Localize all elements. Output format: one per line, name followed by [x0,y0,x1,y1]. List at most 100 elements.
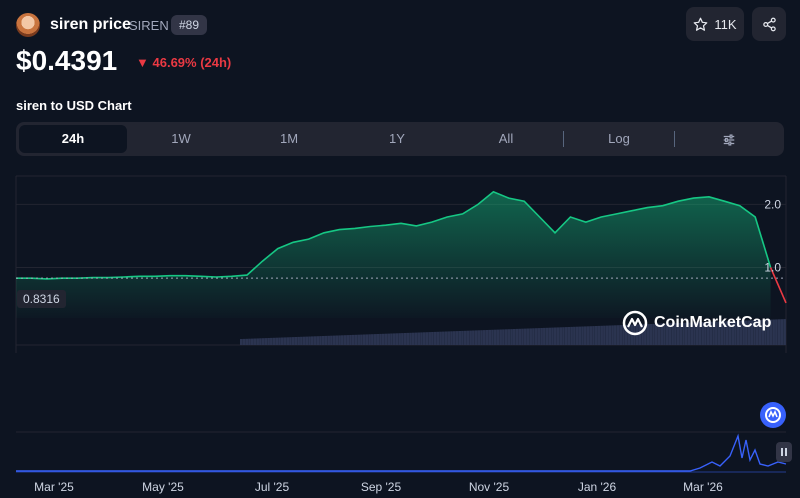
navigator-tick-label: Nov '25 [469,480,510,494]
chart-title: siren to USD Chart [16,98,132,113]
volume-bar [638,324,642,345]
tab-all[interactable]: All [498,131,514,146]
volume-bar [715,321,718,345]
chart-settings-button[interactable] [676,125,781,153]
volume-bar [431,332,434,345]
volume-bar [439,331,442,345]
tab-1y[interactable]: 1Y [389,131,405,146]
volume-bar [461,330,464,345]
volume-bar [321,336,325,345]
volume-bar [654,323,658,345]
volume-bar [338,335,341,345]
volume-bar [567,327,571,345]
volume-bar [474,330,478,345]
volume-bar [750,320,754,345]
volume-bar [403,333,407,345]
volume-bar [523,328,527,345]
tab-log[interactable]: Log [608,131,630,146]
volume-bar [351,334,355,345]
volume-bar [701,322,704,345]
volume-bar [469,330,472,345]
volume-bar [687,322,691,345]
price-value: $0.4391 [16,45,118,76]
volume-bar [502,329,505,345]
price-chart[interactable]: 6:00 PM9:00 PM17 Apr3:00 AM6:00 AM9:00 A… [0,168,800,378]
chart-nav-handle[interactable] [760,402,786,428]
volume-bar [341,335,344,345]
volume-bar [414,332,418,345]
volume-bar [406,332,410,345]
volume-bar [349,335,352,345]
pause-button[interactable] [776,442,792,462]
volume-bar [720,321,724,345]
volume-bar [289,337,292,345]
volume-bar [578,326,582,345]
volume-bar [679,322,683,345]
volume-bar [772,319,775,345]
volume-bar [384,333,388,345]
volume-bar [761,319,765,345]
volume-bar [401,333,404,345]
tab-24h[interactable]: 24h [19,125,127,153]
volume-bar [534,328,538,345]
volume-bar [354,334,358,345]
volume-bar [398,333,401,345]
volume-bar [272,337,276,345]
range-navigator[interactable]: Mar '25 May '25 Jul '25 Sep '25 Nov '25 Jan '… [0,428,800,498]
volume-bar [507,329,511,345]
volume-bar [739,320,743,345]
volume-bar [559,327,563,345]
volume-bar [586,326,590,345]
volume-bar [466,330,470,345]
volume-bar [330,335,333,345]
volume-bar [270,337,273,345]
volume-bar [742,320,745,345]
volume-bar [605,325,609,345]
watchlist-button[interactable]: 11K [686,7,744,41]
volume-bar [562,327,565,345]
volume-bar [663,323,666,345]
volume-bar [381,333,385,345]
volume-bar [627,324,631,345]
volume-bar [283,337,287,345]
volume-bar [313,336,317,345]
volume-bar [420,332,423,345]
volume-bar [428,332,431,345]
volume-bar [619,325,623,345]
volume-bar [556,327,560,345]
volume-bar [242,338,246,345]
volume-bar [297,336,300,345]
volume-bar [302,336,306,345]
volume-bar [723,321,726,345]
navigator-tick-label: May '25 [142,480,184,494]
volume-bar [644,324,647,345]
volume-bar [452,331,456,345]
volume-bar [493,329,497,345]
tab-1w[interactable]: 1W [171,131,191,146]
volume-bar [447,331,451,345]
volume-bar [250,338,254,345]
volume-bar [496,329,500,345]
volume-bar [570,326,573,345]
volume-bar [783,319,786,345]
volume-bar [564,327,568,345]
y-tick-label: 1.0 [764,261,781,275]
volume-bar [305,336,309,345]
volume-bar [731,321,734,345]
volume-bar [253,338,257,345]
navigator-tick-label: Mar '26 [683,480,723,494]
volume-bar [758,320,762,345]
volume-bar [444,331,448,345]
volume-bar [259,338,262,345]
volume-bar [294,337,298,345]
volume-bar [319,336,322,345]
tab-1m[interactable]: 1M [279,131,299,146]
volume-bar [624,324,628,345]
volume-bar [745,320,748,345]
share-button[interactable] [752,7,786,41]
volume-bar [278,337,281,345]
sliders-icon [723,134,734,146]
volume-bar [521,328,524,345]
volume-bar [286,337,290,345]
volume-bar [583,326,587,345]
